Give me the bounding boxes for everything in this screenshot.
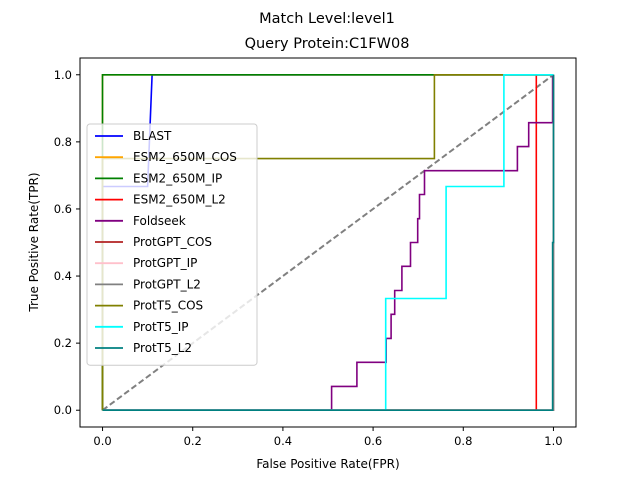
y-tick-label: 1.0 [54,68,72,82]
legend-entry-label: BLAST [133,129,172,143]
x-tick-label: 0.8 [454,434,472,448]
x-tick-label: 0.4 [274,434,292,448]
legend-entry-label: ESM2_650M_IP [133,171,222,185]
series-line-foldseek [102,74,554,412]
legend-entry-label: ProtT5_IP [133,320,188,334]
legend-entry-label: ProtGPT_L2 [133,277,201,291]
x-tick-label: 1.0 [544,434,562,448]
y-tick-label: 0.6 [54,202,72,216]
x-tick-label: 0.2 [184,434,202,448]
legend-entry-label: ProtT5_L2 [133,341,192,355]
legend: BLAST ESM2_650M_COS ESM2_650M_IP ESM2_650M_… [86,123,258,366]
y-tick-label: 0.2 [54,336,72,350]
axis-ticks: 0.0 0.2 0.4 0.6 0.8 1.0 0.0 0.2 0.4 0.6 0.8 1.0 [54,68,563,448]
legend-box [86,123,258,366]
series-line-prott5-l2 [102,74,555,412]
x-axis-label: False Positive Rate(FPR) [256,457,399,471]
legend-entry-label: ESM2_650M_COS [133,150,237,164]
legend-entry-label: ProtGPT_IP [133,256,197,270]
y-tick-label: 0.0 [54,403,72,417]
y-tick-label: 0.4 [54,269,72,283]
y-axis-label: True Positive Rate(TPR) [27,172,41,312]
y-tick-label: 0.8 [54,135,72,149]
x-tick-label: 0.0 [93,434,111,448]
chart-title: Match Level:level1 [259,11,395,27]
x-tick-label: 0.6 [364,434,382,448]
series-line-prott5-ip [102,74,554,412]
plot-frame [79,57,577,428]
chart-subtitle: Query Protein:C1FW08 [245,36,410,52]
legend-entry-label: ESM2_650M_L2 [133,193,226,207]
legend-entry-label: ProtGPT_COS [133,235,212,249]
legend-entry-label: Foldseek [133,214,186,228]
legend-entry-label: ProtT5_COS [133,299,203,313]
